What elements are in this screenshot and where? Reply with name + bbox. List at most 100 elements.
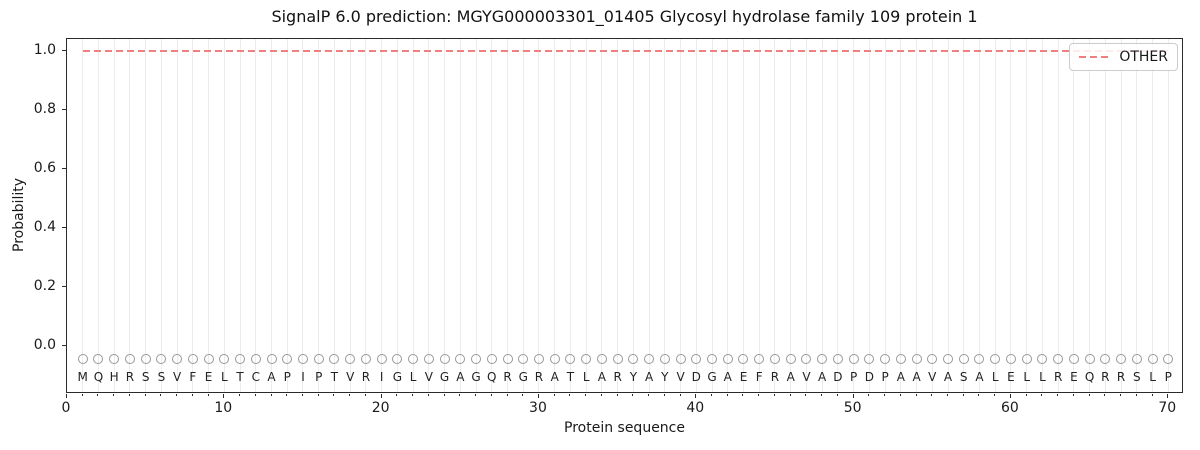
gridline	[538, 39, 540, 392]
residue-letter: G	[392, 370, 403, 384]
gridline	[632, 39, 634, 392]
residue-marker	[1084, 354, 1095, 365]
residue-marker	[927, 354, 938, 365]
residue-letter: L	[1023, 370, 1031, 384]
residue-letter: F	[189, 370, 197, 384]
residue-letter: V	[424, 370, 433, 384]
x-minor-tick	[648, 394, 650, 396]
residue-marker	[1037, 354, 1048, 365]
x-minor-tick	[475, 394, 477, 396]
residue-marker	[486, 354, 497, 365]
residue-marker	[408, 354, 419, 365]
residue-marker	[124, 354, 135, 365]
residue-letter: Y	[661, 370, 669, 384]
residue-marker	[1100, 354, 1111, 365]
x-minor-tick	[254, 394, 256, 396]
gridline	[1026, 39, 1028, 392]
gridline	[1057, 39, 1059, 392]
residue-marker	[1021, 354, 1032, 365]
x-minor-tick	[427, 394, 429, 396]
y-axis-label: Probability	[11, 177, 27, 253]
residue-letter: A	[456, 370, 465, 384]
residue-letter: Q	[1084, 370, 1095, 384]
residue-marker	[345, 354, 356, 365]
gridline	[223, 39, 225, 392]
gridline	[664, 39, 666, 392]
x-minor-tick	[821, 394, 823, 396]
y-tick-label: 0.8	[33, 101, 56, 117]
x-tick-label: 20	[371, 400, 390, 416]
x-minor-tick	[333, 394, 335, 396]
residue-marker	[392, 354, 403, 365]
residue-marker	[596, 354, 607, 365]
gridline	[569, 39, 571, 392]
residue-letter: R	[1101, 370, 1110, 384]
x-minor-tick	[128, 394, 130, 396]
residue-letter: P	[315, 370, 323, 384]
gridline	[113, 39, 115, 392]
x-minor-tick	[994, 394, 996, 396]
gridline	[208, 39, 210, 392]
gridline	[145, 39, 147, 392]
residue-marker	[628, 354, 639, 365]
x-minor-tick	[616, 394, 618, 396]
y-tick	[62, 168, 66, 169]
residue-marker	[297, 354, 308, 365]
x-minor-tick	[726, 394, 728, 396]
residue-marker	[502, 354, 513, 365]
x-tick	[223, 394, 225, 398]
residue-letter: A	[912, 370, 921, 384]
gridline	[774, 39, 776, 392]
gridline	[459, 39, 461, 392]
x-minor-tick	[97, 394, 99, 396]
x-minor-tick	[1135, 394, 1137, 396]
residue-letter: M	[77, 370, 88, 384]
residue-letter: P	[283, 370, 291, 384]
y-tick	[62, 227, 66, 228]
residue-letter: F	[755, 370, 763, 384]
x-minor-tick	[962, 394, 964, 396]
gridline	[947, 39, 949, 392]
residue-marker	[376, 354, 387, 365]
residue-letter: T	[330, 370, 339, 384]
residue-letter: A	[597, 370, 606, 384]
residue-marker	[754, 354, 765, 365]
x-minor-tick	[663, 394, 665, 396]
residue-marker	[707, 354, 718, 365]
x-minor-tick	[317, 394, 319, 396]
residue-marker	[848, 354, 859, 365]
x-minor-tick	[915, 394, 917, 396]
residue-letter: L	[1039, 370, 1046, 384]
residue-letter: P	[849, 370, 858, 384]
gridline	[1073, 39, 1075, 392]
residue-letter: T	[566, 370, 575, 384]
x-minor-tick	[207, 394, 209, 396]
gridline	[192, 39, 194, 392]
residue-marker	[423, 354, 434, 365]
gridline	[349, 39, 351, 392]
y-tick-label: 0.2	[33, 278, 56, 294]
gridline	[82, 39, 84, 392]
gridline	[271, 39, 273, 392]
gridline	[758, 39, 760, 392]
gridline	[1152, 39, 1154, 392]
x-minor-tick	[176, 394, 178, 396]
x-minor-tick	[1151, 394, 1153, 396]
x-tick	[1167, 394, 1169, 398]
x-tick	[537, 394, 539, 398]
x-minor-tick	[364, 394, 366, 396]
residue-letter: D	[691, 370, 701, 384]
residue-marker	[140, 354, 151, 365]
x-tick-label: 50	[843, 400, 862, 416]
residue-letter: R	[503, 370, 512, 384]
other-probability-line	[82, 50, 1169, 52]
gridline	[176, 39, 178, 392]
residue-marker	[1116, 354, 1127, 365]
x-minor-tick	[144, 394, 146, 396]
x-minor-tick	[569, 394, 571, 396]
residue-marker	[581, 354, 592, 365]
x-tick	[852, 394, 854, 398]
y-tick-label: 0.0	[33, 337, 56, 353]
residue-letter: V	[173, 370, 182, 384]
x-tick-label: 70	[1158, 400, 1177, 416]
